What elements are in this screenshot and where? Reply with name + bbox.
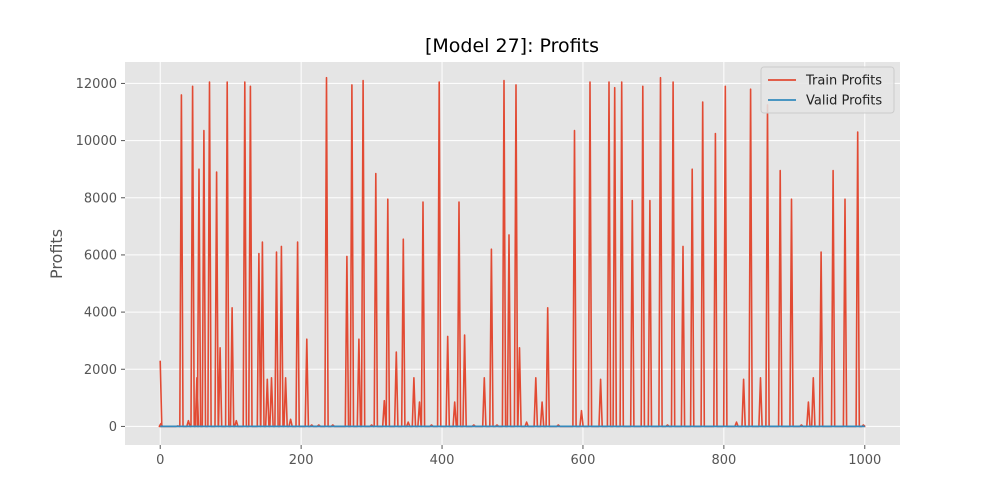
legend-entry-label: Valid Profits [806, 94, 882, 109]
y-tick-label: 0 [109, 420, 117, 435]
chart-title: [Model 27]: Profits [425, 35, 599, 57]
legend-box [760, 66, 895, 114]
x-tick-label: 600 [571, 453, 596, 468]
y-tick-label: 6000 [84, 248, 117, 263]
x-axis: 0 200 400 600 800 1000 [156, 445, 881, 468]
y-axis: 0 2000 4000 6000 8000 10000 12000 [76, 77, 125, 435]
legend-entry-label: Train Profits [805, 74, 882, 89]
y-axis-label: Profits [47, 229, 66, 279]
y-tick-label: 8000 [84, 191, 117, 206]
legend: Train Profits Valid Profits [760, 66, 895, 114]
x-tick-label: 200 [289, 453, 314, 468]
y-tick-label: 4000 [84, 306, 117, 321]
x-tick-label: 0 [156, 453, 164, 468]
y-tick-label: 2000 [84, 363, 117, 378]
y-tick-label: 12000 [76, 77, 117, 92]
series-layer [158, 76, 866, 428]
y-tick-label: 10000 [76, 134, 117, 149]
x-tick-label: 1000 [848, 453, 881, 468]
plot-area [125, 62, 900, 445]
x-tick-label: 400 [430, 453, 455, 468]
x-tick-label: 800 [711, 453, 736, 468]
